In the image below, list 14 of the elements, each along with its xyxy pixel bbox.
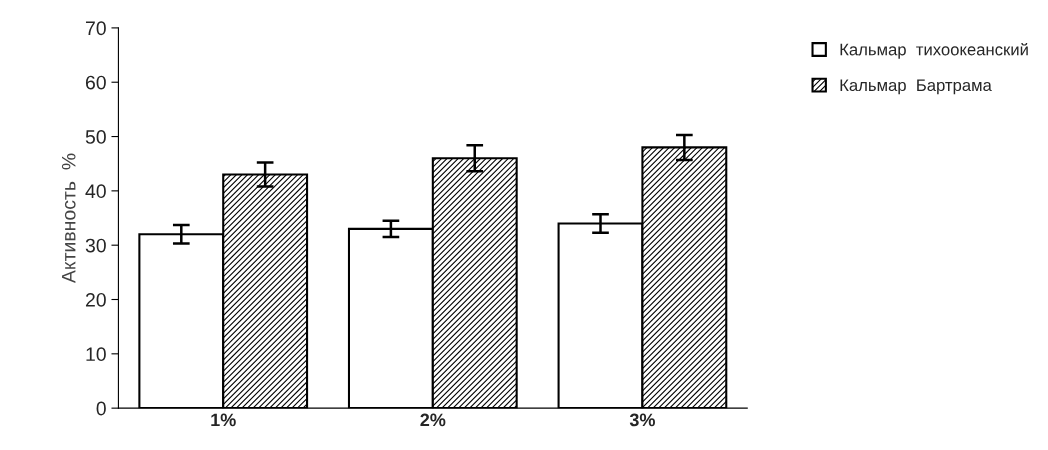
y-tick-label: 50 [85, 130, 106, 144]
legend-label: Кальмар Бартрама [840, 79, 992, 95]
y-axis-title: Активность % [61, 153, 76, 284]
x-tick-label: 1% [211, 413, 236, 427]
y-tick-label: 60 [85, 75, 106, 90]
y-tick-label: 10 [86, 347, 106, 362]
legend-label: Кальмар тихоокеанский [840, 42, 1028, 59]
x-tick-label: 2% [420, 413, 446, 427]
y-tick-label: 70 [85, 21, 106, 36]
y-tick-label: 0 [96, 401, 106, 416]
y-tick-label: 30 [85, 238, 106, 253]
x-tick-label: 3% [629, 413, 655, 427]
y-tick-label: 40 [85, 184, 106, 199]
y-tick-label: 20 [85, 292, 106, 307]
